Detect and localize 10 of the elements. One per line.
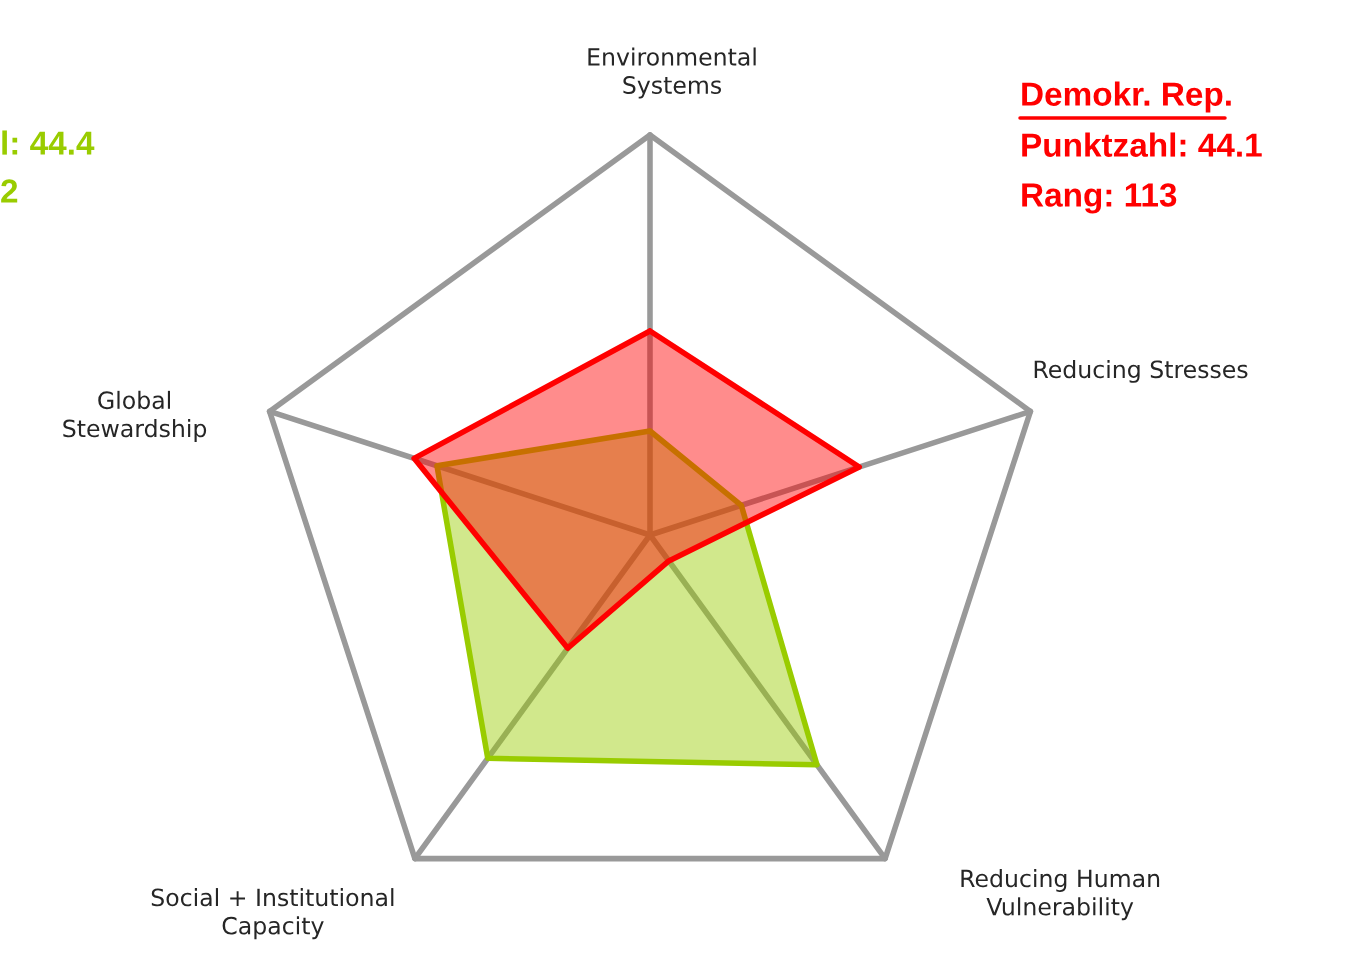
text: Rang: 113 [1022, 183, 1177, 214]
spoke-label: Global Stewardship [63, 390, 207, 442]
text: 2 [1, 179, 18, 203]
spoke-label: Reducing Stresses [1034, 359, 1248, 383]
text: l: 44.4 [2, 130, 95, 155]
spoke-label: Social + Institutional Capacity [151, 888, 394, 940]
spoke-label: Reducing Human Vulnerability [961, 869, 1160, 921]
text: Punktzahl: 44.1 [1022, 132, 1262, 157]
spoke-label: Environmental Systems [588, 47, 756, 99]
text: Demokr. Rep. [1022, 81, 1231, 113]
